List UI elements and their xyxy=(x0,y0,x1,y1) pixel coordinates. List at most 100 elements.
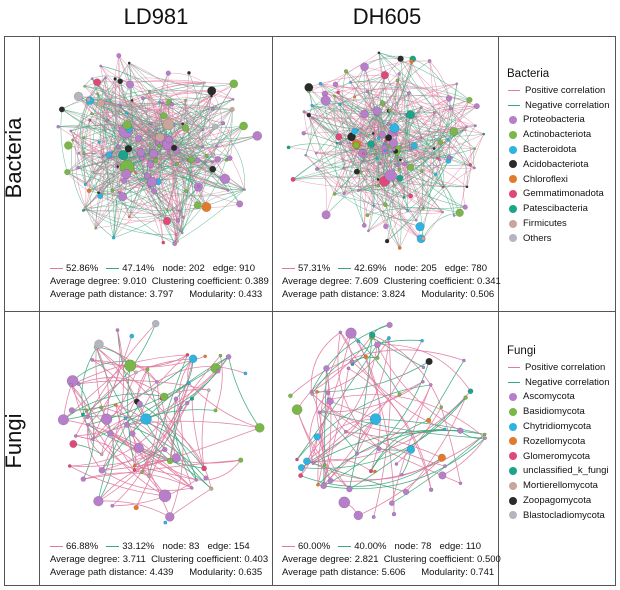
network-edge xyxy=(367,91,379,155)
network-edge xyxy=(463,148,476,208)
legend-row: Patescibacteria xyxy=(507,201,610,216)
network-node xyxy=(353,95,357,99)
network-node xyxy=(116,165,120,169)
network-edge xyxy=(70,384,88,417)
grid-line-v2 xyxy=(272,36,273,585)
network-edge xyxy=(70,130,87,209)
network-edge xyxy=(356,384,432,455)
network-edge xyxy=(370,143,402,248)
legend-dot xyxy=(509,407,517,416)
average-path-distance: Average path distance: 4.439 xyxy=(50,567,174,579)
network-node xyxy=(93,496,104,507)
network-edge xyxy=(305,154,335,195)
legend-label: Chloroflexi xyxy=(523,173,568,185)
network-edge xyxy=(95,206,207,229)
network-edge xyxy=(371,337,424,368)
network-node xyxy=(427,59,432,63)
network-node xyxy=(133,505,139,511)
network-edge xyxy=(311,103,392,134)
legend-dot xyxy=(509,234,517,243)
network-edge xyxy=(91,95,212,114)
stats-fungi-dh605: 60.00% 40.00% node: 78 edge: 110 Average de… xyxy=(282,540,501,580)
network-edge xyxy=(398,126,467,170)
network-node xyxy=(386,121,391,126)
network-node xyxy=(399,158,402,162)
network-edge xyxy=(440,406,461,484)
network-graph xyxy=(286,51,486,250)
network-node xyxy=(407,163,415,171)
network-node xyxy=(389,123,400,133)
positive-swatch xyxy=(50,267,63,269)
network-edge xyxy=(159,101,245,190)
legend-row: Blastocladiomycota xyxy=(507,508,610,523)
network-node xyxy=(304,153,308,157)
network-node xyxy=(83,182,87,187)
network-edge xyxy=(95,347,135,471)
network-edge xyxy=(378,52,470,101)
network-node xyxy=(118,192,128,202)
network-node xyxy=(211,123,219,130)
network-node xyxy=(225,354,232,360)
network-node xyxy=(465,125,468,129)
network-node xyxy=(64,141,73,150)
network-edge xyxy=(377,344,471,392)
network-edge xyxy=(166,124,177,210)
network-node xyxy=(155,128,159,131)
edge-count: edge: 110 xyxy=(439,541,482,552)
network-edge xyxy=(317,401,331,485)
network-edge xyxy=(309,392,329,464)
network-edge xyxy=(85,410,166,497)
network-edge xyxy=(149,90,216,127)
network-node xyxy=(187,156,195,164)
network-node xyxy=(372,106,382,116)
network-node xyxy=(104,98,107,102)
network-edge xyxy=(63,393,165,421)
network-edge xyxy=(135,383,190,508)
network-edge xyxy=(222,122,233,159)
network-edge xyxy=(306,460,407,493)
network-edge xyxy=(118,55,152,124)
network-edge xyxy=(411,61,484,135)
network-node xyxy=(99,64,103,68)
network-edge xyxy=(191,398,205,469)
node-count: node: 202 xyxy=(162,263,205,274)
network-node xyxy=(408,146,413,151)
network-edge xyxy=(391,434,485,504)
network-node xyxy=(56,124,60,129)
network-node xyxy=(315,167,319,171)
network-edge xyxy=(325,114,407,215)
network-node xyxy=(162,118,175,131)
network-edge xyxy=(81,77,106,191)
network-edge xyxy=(102,62,130,191)
network-edge xyxy=(87,424,102,455)
legend-label: Actinobacteriota xyxy=(523,129,592,141)
network-edge xyxy=(356,73,400,145)
network-node xyxy=(385,134,392,142)
network-edge xyxy=(334,95,408,211)
network-edge xyxy=(69,465,166,497)
average-degree: Average degree: 7.609 xyxy=(282,276,379,288)
legend-bacteria: Bacteria Positive correlation Negative c… xyxy=(507,68,610,246)
legend-row: Zoopagomycota xyxy=(507,493,610,508)
network-node xyxy=(436,156,439,160)
network-node xyxy=(297,464,305,472)
network-node xyxy=(392,184,396,188)
network-edge xyxy=(362,160,419,238)
network-edge xyxy=(334,95,455,132)
network-edge xyxy=(89,120,108,229)
network-node xyxy=(64,169,71,176)
network-node xyxy=(135,135,142,142)
network-node xyxy=(132,463,137,468)
network-edge xyxy=(95,55,120,229)
network-node xyxy=(118,149,129,161)
network-edge xyxy=(67,171,179,221)
network-node xyxy=(129,333,135,339)
network-node xyxy=(376,446,382,452)
network-node xyxy=(406,445,416,454)
clustering-coefficient: Clustering coefficient: 0.403 xyxy=(151,554,269,566)
network-node xyxy=(184,189,188,194)
network-edge xyxy=(129,62,234,87)
legend-row: Gemmatimonadota xyxy=(507,187,610,202)
network-node xyxy=(175,239,179,243)
network-node xyxy=(386,321,393,329)
